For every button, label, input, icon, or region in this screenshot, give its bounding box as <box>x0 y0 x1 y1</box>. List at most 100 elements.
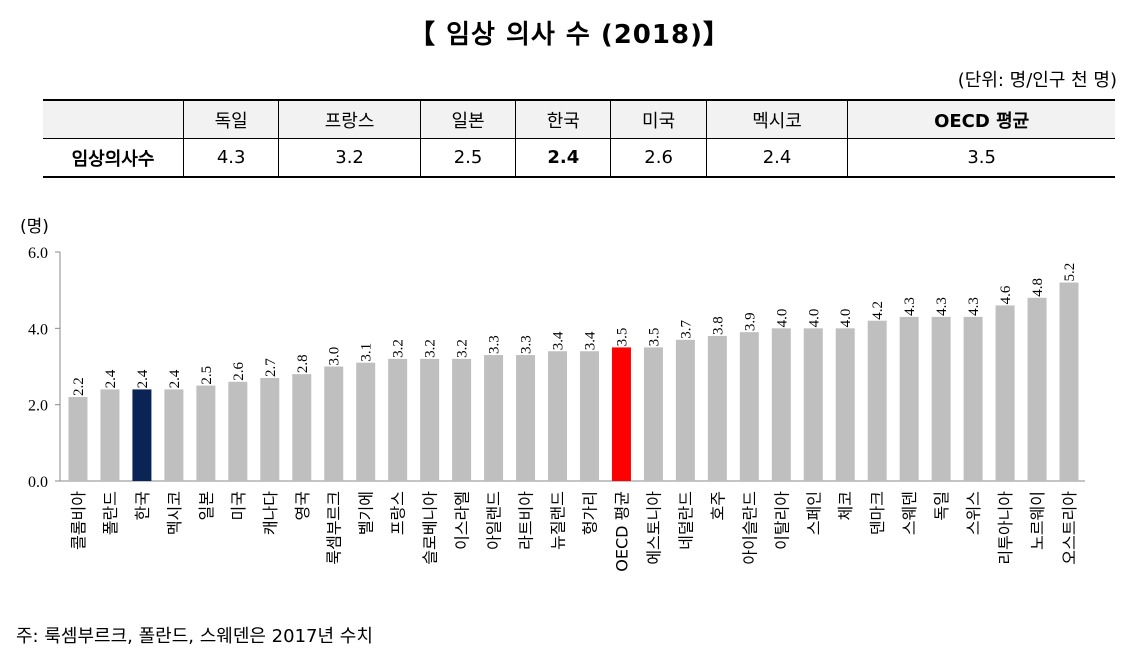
bar <box>1027 297 1047 481</box>
bar-value-label: 3.4 <box>551 331 567 350</box>
bar-value-label: 3.4 <box>582 331 598 350</box>
x-category-label: 캐나다 <box>261 491 280 535</box>
bar <box>963 316 983 481</box>
bar-value-label: 3.2 <box>455 339 471 358</box>
x-category-label: 벨기에 <box>357 491 376 535</box>
bar-value-label: 2.4 <box>135 369 151 388</box>
summary-value-cell: 3.2 <box>278 138 421 177</box>
y-tick-label: 0.0 <box>28 474 48 491</box>
bar-value-label: 4.6 <box>998 285 1014 304</box>
y-tick-label: 6.0 <box>28 245 48 262</box>
bar-value-label: 3.2 <box>391 339 407 358</box>
x-category-label: 미국 <box>229 491 248 520</box>
summary-value-cell: 2.4 <box>705 138 848 177</box>
summary-col-header: 일본 <box>419 100 516 139</box>
bar <box>100 389 120 481</box>
chart-title: 【 임상 의사 수 (2018)】 <box>409 20 730 50</box>
bar <box>1059 282 1079 481</box>
x-category-label: 헝가리 <box>580 491 599 535</box>
bar <box>803 328 823 481</box>
bar-value-label: 3.0 <box>327 347 343 366</box>
bar <box>867 320 887 481</box>
bar <box>899 316 919 481</box>
bar-value-label: 4.0 <box>806 309 822 328</box>
bar-value-label: 5.2 <box>1062 263 1078 282</box>
summary-header-row: 독일 프랑스 일본 한국 미국 멕시코 OECD 평균 <box>43 100 1115 139</box>
summary-value-row: 임상의사수 4.3 3.2 2.5 2.4 2.6 2.4 3.5 <box>43 138 1115 177</box>
bar <box>611 347 631 481</box>
bar-value-label: 3.1 <box>359 343 375 362</box>
x-category-label: 영국 <box>293 491 312 520</box>
bar <box>707 335 727 481</box>
bar-value-label: 3.5 <box>614 328 630 347</box>
bar <box>643 347 663 481</box>
bar <box>260 377 280 481</box>
unit-note: (단위: 명/인구 천 명) <box>957 70 1117 91</box>
bar <box>196 385 216 481</box>
bar-value-label: 2.4 <box>103 369 119 388</box>
x-category-label: 호주 <box>708 491 727 520</box>
bar-value-label: 4.3 <box>966 297 982 316</box>
bar <box>452 358 472 481</box>
x-category-label: 프랑스 <box>389 491 408 535</box>
summary-value-cell: 3.5 <box>847 138 1115 177</box>
bar <box>164 389 184 481</box>
x-category-label: 오스트리아 <box>1060 491 1079 565</box>
bar <box>516 355 536 481</box>
bar-value-label: 3.7 <box>678 320 694 339</box>
x-category-label: 에스토니아 <box>644 491 663 565</box>
bar-value-label: 3.9 <box>742 312 758 331</box>
bar <box>68 397 88 481</box>
x-category-label: 스페인 <box>804 491 823 535</box>
bar <box>292 374 312 481</box>
bar <box>995 305 1015 481</box>
y-axis-label: (명) <box>20 217 49 237</box>
bar-value-label: 4.8 <box>1030 278 1046 297</box>
bar <box>132 389 152 481</box>
bar <box>931 316 951 481</box>
x-category-label: 스웨덴 <box>900 491 919 535</box>
bar <box>771 328 791 481</box>
bar <box>835 328 855 481</box>
x-category-label: 이탈리아 <box>772 491 791 550</box>
bar-value-label: 2.6 <box>231 362 247 381</box>
x-category-label: 콜롬비아 <box>69 491 88 550</box>
bar <box>675 339 695 481</box>
summary-col-header: 미국 <box>610 100 707 139</box>
summary-col-header: 한국 <box>515 100 611 139</box>
x-category-label: 폴란드 <box>101 491 120 535</box>
bar <box>388 358 408 481</box>
y-tick-label: 4.0 <box>28 321 48 338</box>
bar <box>228 381 248 481</box>
x-category-label: 멕시코 <box>165 491 184 535</box>
summary-value-cell: 2.4 <box>515 138 611 177</box>
bar <box>324 366 344 481</box>
bar-value-label: 3.8 <box>710 316 726 335</box>
x-category-label: 독일 <box>932 491 951 520</box>
x-category-label: OECD 평균 <box>612 491 631 572</box>
bar-value-label: 3.2 <box>423 339 439 358</box>
x-category-label: 체코 <box>836 491 855 520</box>
x-category-label: 아일랜드 <box>485 491 504 550</box>
bar-value-label: 3.5 <box>646 328 662 347</box>
x-category-label: 스위스 <box>964 491 983 535</box>
bar-value-label: 2.4 <box>167 369 183 388</box>
x-category-label: 일본 <box>197 491 216 520</box>
bar-value-label: 4.3 <box>934 297 950 316</box>
x-category-label: 리투아니아 <box>996 491 1015 565</box>
bar <box>548 351 568 481</box>
summary-value-cell: 2.5 <box>419 138 516 177</box>
summary-col-header: 프랑스 <box>278 100 421 139</box>
summary-col-header: 독일 <box>182 100 279 139</box>
x-category-label: 라트비아 <box>517 491 536 550</box>
summary-table: 독일 프랑스 일본 한국 미국 멕시코 OECD 평균 임상의사수 4.3 3.… <box>43 99 1115 178</box>
bar <box>579 351 599 481</box>
bar <box>484 355 504 481</box>
x-category-label: 뉴질랜드 <box>549 491 568 550</box>
bar-chart: (명) 0.0 2.0 4.0 6.0 2.2 콜롬비아 2.4 폴란드 2.4 한국 2.4 멕시코 2… <box>20 217 1085 572</box>
bar-value-label: 4.2 <box>870 301 886 320</box>
bar-value-label: 3.3 <box>519 335 535 354</box>
bar <box>420 358 440 481</box>
bar-value-label: 3.3 <box>487 335 503 354</box>
x-category-label: 아이슬란드 <box>740 491 759 565</box>
